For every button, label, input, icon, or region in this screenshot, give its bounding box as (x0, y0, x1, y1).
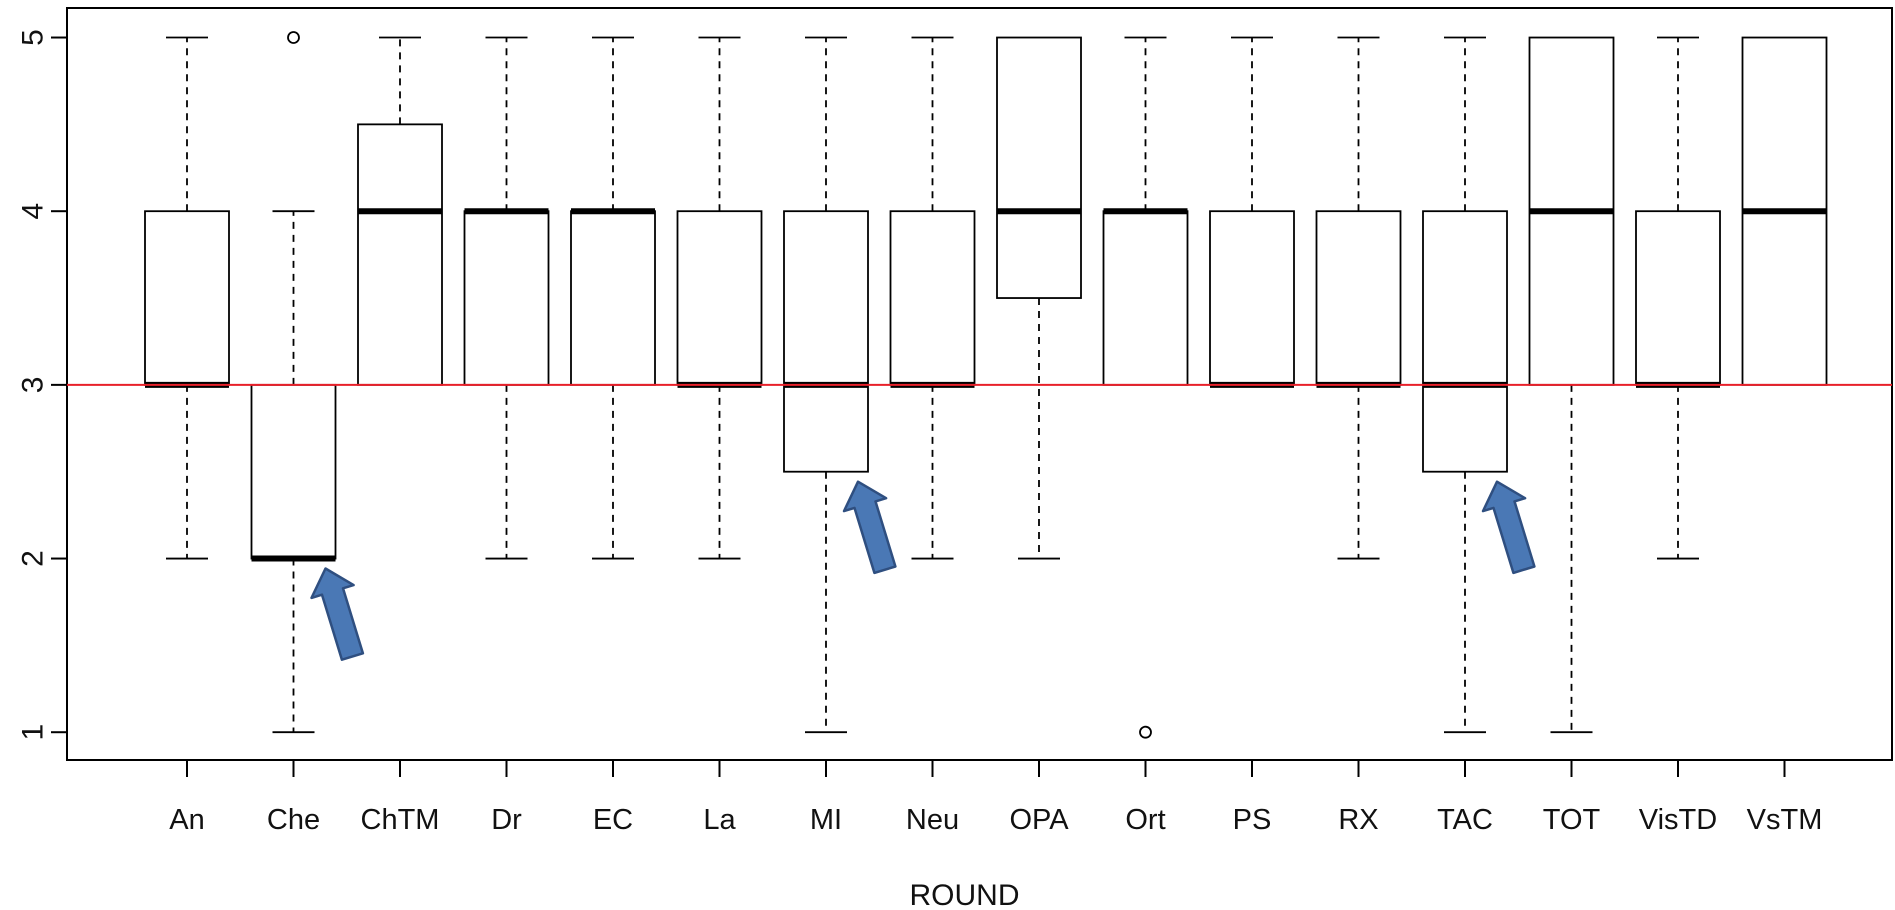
y-axis: 1 2 3 4 5 (17, 29, 67, 741)
box-iqr (1315, 210, 1402, 386)
box-opa (996, 36, 1082, 560)
annotation-arrow-che (310, 567, 365, 661)
x-tick-label: An (169, 804, 204, 836)
box-iqr (144, 210, 230, 386)
box-iqr (889, 210, 976, 386)
box-iqr (1422, 210, 1508, 473)
x-axis-title: ROUND (910, 879, 1020, 910)
y-tick-label: 2 (17, 550, 50, 567)
box-iqr (250, 383, 337, 560)
box-iqr (1635, 210, 1721, 386)
box-ec (570, 36, 656, 560)
annotation-arrow-mi (842, 480, 897, 575)
y-tick-label: 3 (17, 377, 50, 394)
box-iqr (676, 210, 763, 386)
box-ps (1209, 36, 1295, 388)
box-che (250, 31, 337, 734)
annotation-arrows (310, 480, 1536, 661)
outlier-point (1139, 725, 1152, 739)
x-tick-label: PS (1233, 804, 1272, 836)
x-tick-label: ChTM (361, 804, 440, 836)
y-tick-label: 5 (17, 29, 50, 46)
x-tick-label: VisTD (1639, 804, 1717, 836)
x-tick-label: Neu (906, 804, 959, 836)
x-tick-label: La (703, 804, 736, 836)
y-tick-label: 1 (17, 724, 50, 741)
y-tick-label: 4 (17, 203, 50, 220)
x-tick-label: EC (593, 804, 633, 836)
box-iqr (463, 210, 550, 386)
box-la (676, 36, 763, 560)
x-tick-label: TAC (1437, 804, 1493, 836)
box-iqr (783, 210, 869, 473)
x-tick-label: MI (810, 804, 842, 836)
box-iqr (996, 36, 1082, 299)
x-tick-label: VsTM (1747, 804, 1823, 836)
box-chtm (357, 36, 443, 386)
box-neu (889, 36, 976, 560)
x-tick-label: Ort (1125, 804, 1165, 836)
box-vstm (1741, 36, 1828, 386)
x-tick-label: RX (1338, 804, 1378, 836)
box-iqr (357, 123, 443, 386)
box-ort (1102, 36, 1189, 739)
box-iqr (570, 210, 656, 386)
box-an (144, 36, 230, 560)
annotation-arrow-tac (1481, 480, 1536, 575)
box-rx (1315, 36, 1402, 560)
outlier-point (287, 31, 300, 44)
x-tick-label: OPA (1009, 804, 1069, 836)
box-iqr (1102, 210, 1189, 386)
x-tick-label: Dr (491, 804, 522, 836)
box-iqr (1209, 210, 1295, 386)
x-tick-label: TOT (1543, 804, 1601, 836)
x-axis: An Che ChTM Dr EC La MI Neu OPA Ort PS RX TAC TOT VisT… (169, 760, 1822, 836)
box-vistd (1635, 36, 1721, 560)
box-dr (463, 36, 550, 560)
x-tick-label: Che (267, 804, 320, 836)
